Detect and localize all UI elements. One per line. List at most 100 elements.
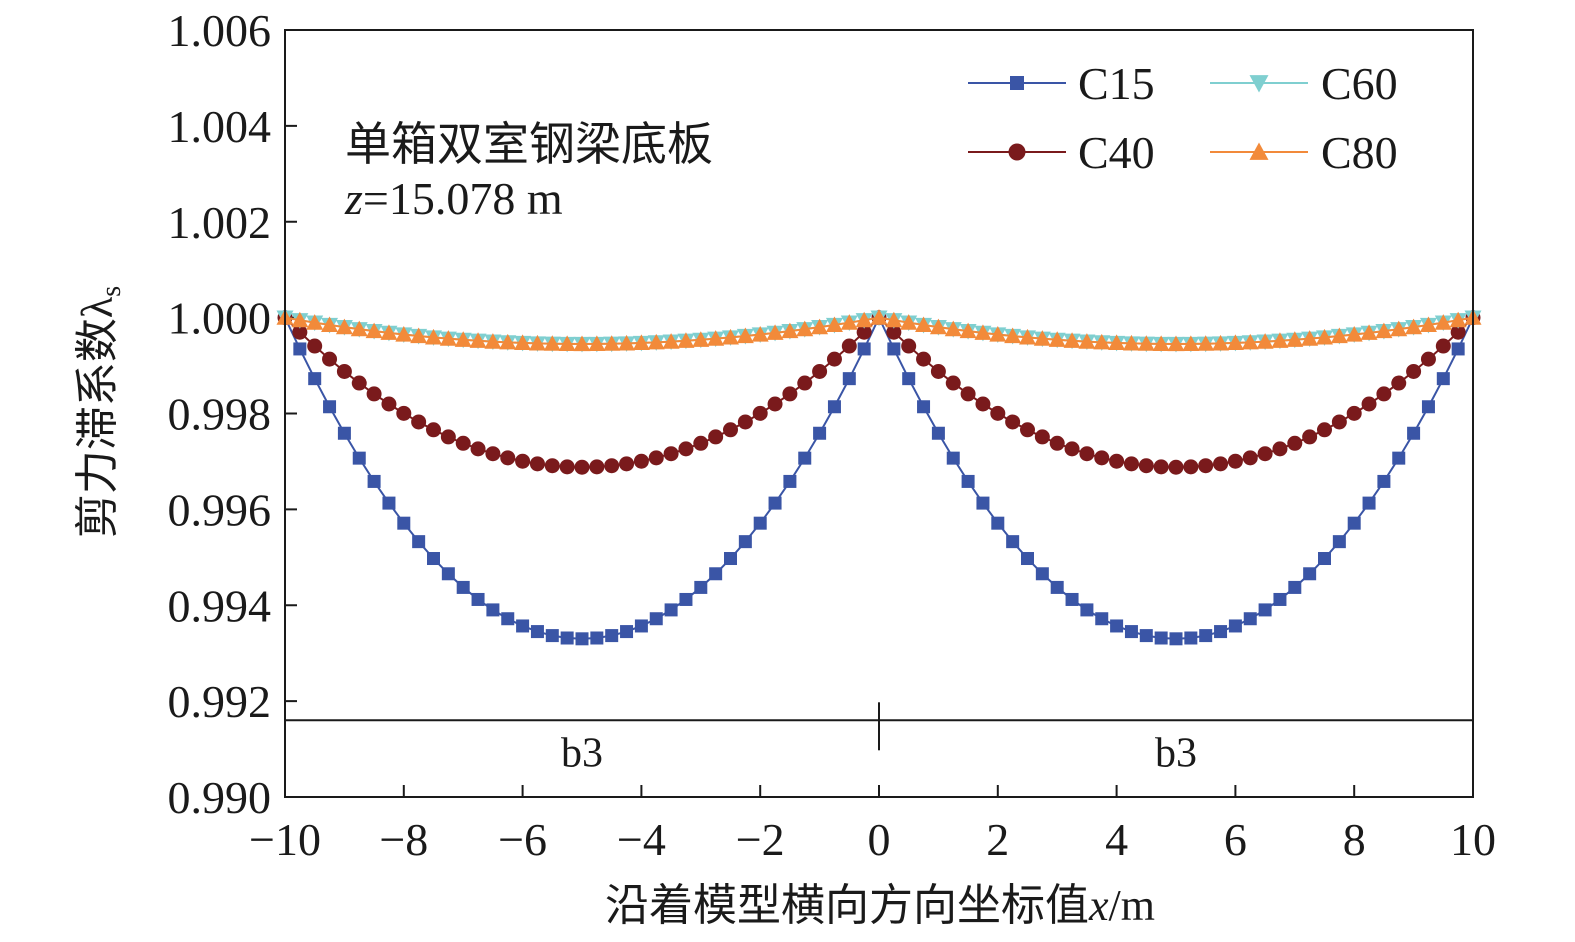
data-point xyxy=(989,325,1007,342)
data-point xyxy=(619,456,635,472)
data-point xyxy=(991,516,1005,530)
data-point xyxy=(484,333,502,349)
data-point xyxy=(620,625,634,639)
data-point xyxy=(471,592,485,606)
data-point xyxy=(974,324,992,340)
data-point xyxy=(723,422,738,438)
data-point xyxy=(1392,451,1406,465)
data-point xyxy=(1019,328,1036,345)
data-point xyxy=(1332,535,1346,549)
x-tick-labels: −10 −8 −6 −4 −2 0 2 4 6 8 10 xyxy=(249,814,1496,865)
data-point xyxy=(944,320,962,337)
data-point xyxy=(915,316,933,333)
y-tick-labels: 1.006 1.004 1.002 1.000 0.998 0.996 0.994 0.992… xyxy=(168,5,272,823)
data-point xyxy=(514,334,532,351)
data-point xyxy=(975,396,991,412)
series-layer xyxy=(276,309,1482,646)
data-point xyxy=(677,332,695,348)
data-point xyxy=(841,338,857,354)
data-point xyxy=(1049,435,1065,451)
data-point xyxy=(1346,405,1362,421)
data-point xyxy=(410,327,428,344)
legend-label: C40 xyxy=(1078,127,1155,178)
data-point xyxy=(366,386,382,402)
data-point xyxy=(1123,456,1139,472)
data-point xyxy=(1272,441,1288,457)
data-point xyxy=(1050,580,1064,594)
x-tick-label: −10 xyxy=(249,814,321,865)
data-point xyxy=(1434,314,1452,330)
data-point xyxy=(737,414,753,430)
data-point xyxy=(976,496,990,510)
legend-item-c80: C80 xyxy=(1210,127,1398,178)
data-point xyxy=(469,332,487,348)
data-point xyxy=(1124,625,1138,639)
legend-marker xyxy=(1008,143,1026,161)
data-point xyxy=(560,631,574,645)
legend: C15 C40 C60 C80 xyxy=(968,58,1398,178)
data-point xyxy=(397,516,411,530)
data-point xyxy=(1273,592,1287,606)
x-tick-label: 10 xyxy=(1450,814,1496,865)
data-point xyxy=(855,311,873,328)
legend-item-c15: C15 xyxy=(968,58,1155,109)
annotation-value: =15.078 m xyxy=(363,173,563,224)
data-point xyxy=(1318,552,1331,566)
data-point xyxy=(1243,612,1257,626)
data-point xyxy=(916,351,932,367)
section-label: b3 xyxy=(1155,730,1197,776)
data-point xyxy=(842,372,856,386)
data-point xyxy=(767,396,783,412)
y-tick-label: 0.996 xyxy=(168,484,272,535)
data-point xyxy=(395,325,413,342)
data-point xyxy=(1110,619,1124,633)
data-point xyxy=(1227,453,1243,469)
data-point xyxy=(825,316,843,333)
data-point xyxy=(1377,474,1391,488)
data-point xyxy=(1407,426,1421,440)
data-point xyxy=(707,330,725,346)
annotation-position: z=15.078 m xyxy=(344,173,563,224)
data-point xyxy=(574,459,590,475)
data-point xyxy=(367,474,381,488)
data-point xyxy=(945,375,961,391)
data-point xyxy=(990,405,1006,421)
data-point xyxy=(590,631,604,645)
data-point xyxy=(456,580,470,594)
data-point xyxy=(1184,631,1198,645)
section-divider: b3 b3 xyxy=(285,702,1473,776)
data-point xyxy=(708,429,724,445)
data-point xyxy=(1406,363,1422,379)
data-point xyxy=(1005,414,1021,430)
data-point xyxy=(323,400,337,414)
data-point xyxy=(1450,324,1466,340)
data-point xyxy=(960,386,976,402)
data-point xyxy=(1286,331,1304,347)
data-point xyxy=(516,619,530,633)
data-point xyxy=(692,331,710,347)
x-axis-title-variable: x xyxy=(1088,881,1109,930)
data-point xyxy=(930,363,946,379)
data-point xyxy=(605,629,619,643)
data-point xyxy=(1021,552,1034,566)
data-point xyxy=(693,435,709,451)
data-point xyxy=(1006,535,1020,549)
data-point xyxy=(439,330,457,346)
data-point xyxy=(870,309,888,325)
data-point xyxy=(1122,334,1140,351)
data-point xyxy=(545,629,559,643)
series-c15 xyxy=(278,311,1480,646)
data-point xyxy=(1449,311,1467,328)
data-point xyxy=(1420,351,1436,367)
x-tick-label: −4 xyxy=(617,814,666,865)
data-point xyxy=(588,335,606,352)
data-point xyxy=(308,372,322,386)
data-point xyxy=(827,400,841,414)
data-point xyxy=(543,335,561,351)
data-point xyxy=(544,458,560,474)
annotation-variable: z xyxy=(344,173,363,224)
data-point xyxy=(1035,567,1049,581)
x-tick-label: −6 xyxy=(498,814,547,865)
legend-marker xyxy=(1249,75,1269,93)
x-tick-label: 6 xyxy=(1224,814,1247,865)
